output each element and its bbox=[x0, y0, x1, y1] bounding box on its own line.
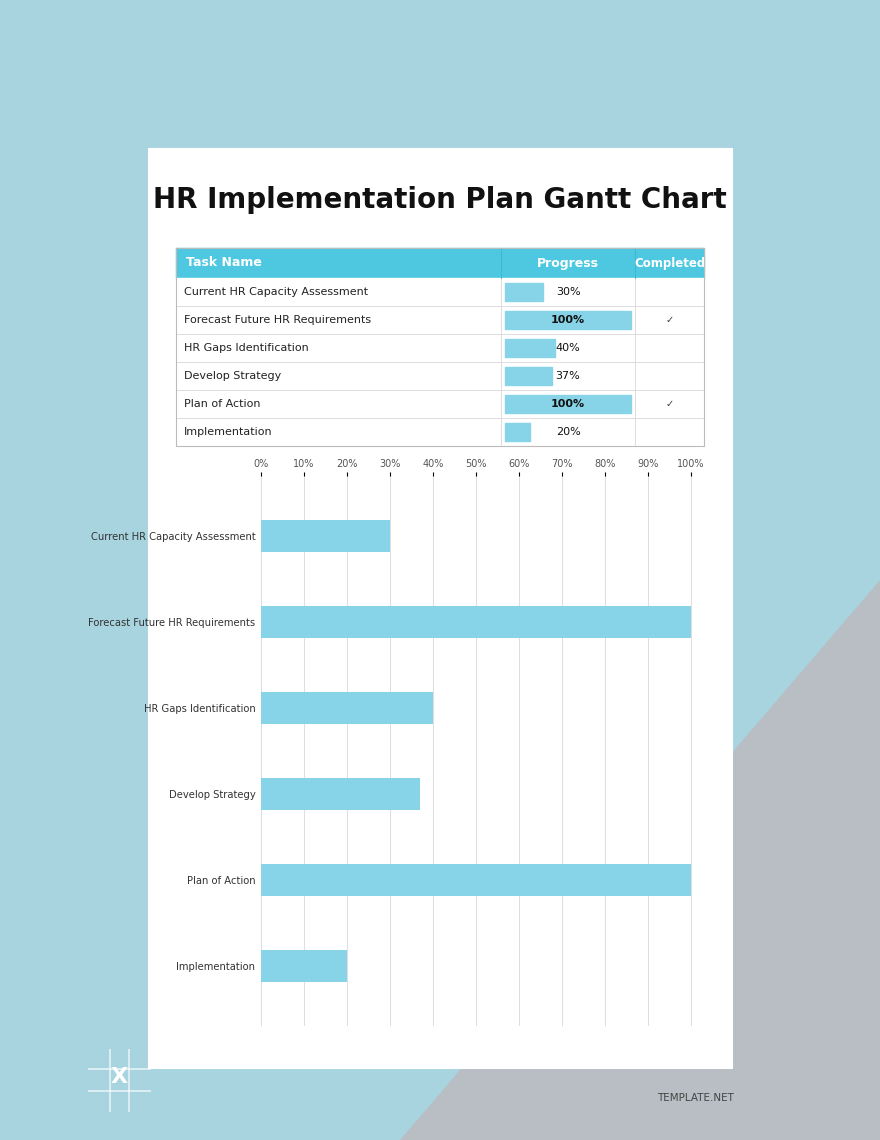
Text: HR Gaps Identification: HR Gaps Identification bbox=[184, 343, 309, 353]
Bar bbox=[664, 342, 675, 353]
Bar bbox=[261, 520, 390, 553]
Bar bbox=[664, 315, 675, 326]
Text: Develop Strategy: Develop Strategy bbox=[184, 370, 282, 381]
Bar bbox=[176, 334, 704, 363]
Text: X: X bbox=[111, 1067, 128, 1088]
Bar bbox=[176, 363, 704, 390]
Text: 40%: 40% bbox=[555, 343, 581, 353]
Bar bbox=[176, 390, 704, 418]
Text: Task Name: Task Name bbox=[186, 256, 262, 269]
Bar bbox=[505, 283, 543, 301]
Bar bbox=[664, 286, 675, 298]
Bar bbox=[505, 339, 555, 357]
Polygon shape bbox=[400, 580, 880, 1140]
Text: Forecast Future HR Requirements: Forecast Future HR Requirements bbox=[184, 315, 371, 325]
Bar bbox=[176, 418, 704, 446]
Bar bbox=[176, 278, 704, 306]
Bar bbox=[261, 950, 347, 983]
Text: HR Implementation Plan Gantt Chart: HR Implementation Plan Gantt Chart bbox=[153, 186, 727, 214]
Text: 20%: 20% bbox=[555, 428, 581, 437]
Bar bbox=[664, 399, 675, 409]
Text: ✓: ✓ bbox=[665, 315, 674, 325]
Bar bbox=[261, 864, 691, 896]
Text: 30%: 30% bbox=[556, 287, 580, 298]
Text: Current HR Capacity Assessment: Current HR Capacity Assessment bbox=[184, 287, 368, 298]
Text: Plan of Action: Plan of Action bbox=[184, 399, 260, 409]
Bar bbox=[176, 249, 704, 446]
Bar bbox=[261, 777, 420, 811]
Text: TEMPLATE.NET: TEMPLATE.NET bbox=[656, 1093, 734, 1102]
Bar bbox=[176, 249, 704, 278]
Bar bbox=[261, 605, 691, 638]
Bar bbox=[505, 367, 552, 385]
Bar bbox=[261, 692, 433, 724]
Bar bbox=[505, 396, 631, 413]
Bar bbox=[148, 148, 732, 1068]
Bar bbox=[505, 423, 530, 441]
Bar bbox=[664, 370, 675, 382]
Text: 37%: 37% bbox=[555, 370, 581, 381]
Text: Progress: Progress bbox=[537, 256, 599, 269]
Text: 100%: 100% bbox=[551, 399, 585, 409]
Bar bbox=[664, 426, 675, 438]
Text: Completed: Completed bbox=[634, 256, 705, 269]
Bar bbox=[176, 306, 704, 334]
Text: 100%: 100% bbox=[551, 315, 585, 325]
Text: Implementation: Implementation bbox=[184, 428, 273, 437]
Bar bbox=[505, 311, 631, 329]
Text: ✓: ✓ bbox=[665, 399, 674, 409]
